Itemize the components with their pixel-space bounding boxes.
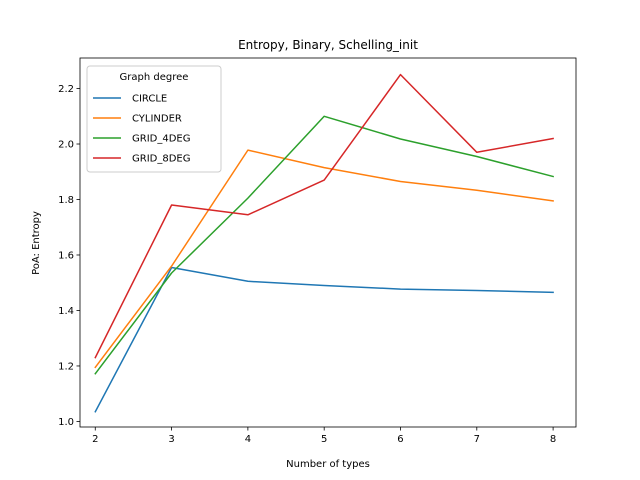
legend-label: GRID_8DEG: [132, 154, 190, 165]
y-tick-label: 1.4: [58, 306, 74, 317]
series-line-grid-4deg: [94, 115, 555, 375]
y-tick-label: 2.0: [58, 140, 74, 151]
chart-title: Entropy, Binary, Schelling_init: [238, 38, 418, 52]
x-tick-label: 3: [168, 434, 174, 445]
x-tick-label: 8: [550, 434, 556, 445]
y-axis-label: PoA: Entropy: [31, 211, 42, 275]
x-axis-label: Number of types: [286, 459, 370, 470]
x-axis: 2 3 4 5 6 7 8: [92, 427, 556, 445]
plot-area: [79, 57, 577, 428]
series-line-cylinder: [94, 149, 554, 369]
series-line-circle: [94, 266, 554, 413]
x-tick-label: 5: [321, 434, 327, 445]
x-tick-label: 4: [245, 434, 251, 445]
legend-label: CYLINDER: [132, 114, 182, 125]
x-tick-label: 6: [397, 434, 403, 445]
x-tick-label: 7: [474, 434, 480, 445]
y-tick-label: 1.6: [58, 250, 74, 261]
axes-frame: [79, 57, 577, 428]
y-tick-label: 1.2: [58, 361, 74, 372]
legend-title: Graph degree: [120, 72, 189, 83]
legend-label: CIRCLE: [132, 94, 167, 105]
y-tick-label: 2.2: [58, 84, 74, 95]
y-tick-label: 1.0: [58, 417, 74, 428]
x-tick-label: 2: [92, 434, 98, 445]
y-axis: 1.0 1.2 1.4 1.6 1.8 2.0 2.2: [58, 84, 80, 428]
series-line-grid-8deg: [94, 73, 554, 359]
legend: Graph degree CIRCLE CYLINDER GRID_4DEG GRID…: [86, 65, 222, 173]
y-tick-label: 1.8: [58, 195, 74, 206]
legend-label: GRID_4DEG: [132, 134, 190, 145]
legend-frame: [86, 65, 222, 173]
